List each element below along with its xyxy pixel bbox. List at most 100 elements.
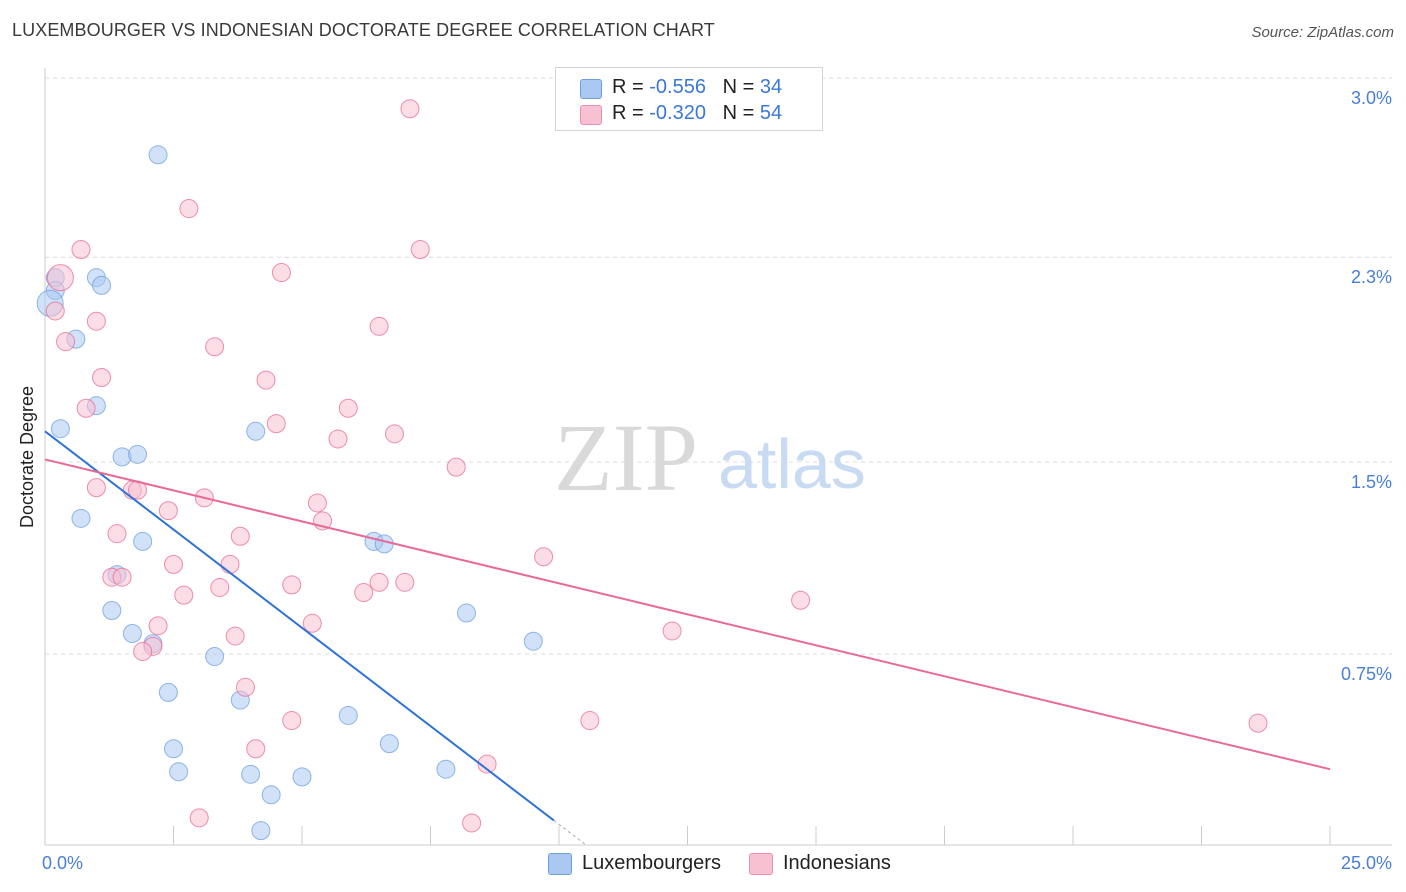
point-indonesians (56, 332, 76, 352)
bottom-legend-label: Indonesians (783, 852, 891, 874)
chart-title: LUXEMBOURGER VS INDONESIAN DOCTORATE DEG… (12, 20, 715, 40)
point-indonesians (174, 585, 194, 605)
point-indonesians (86, 311, 106, 331)
point-indonesians (662, 621, 682, 641)
point-luxembourgers (158, 682, 178, 702)
point-luxembourgers (169, 762, 189, 782)
point-indonesians (410, 240, 430, 260)
point-indonesians (148, 616, 168, 636)
point-indonesians (307, 493, 327, 513)
point-indonesians (86, 478, 106, 498)
point-indonesians (271, 263, 291, 283)
point-luxembourgers (148, 145, 168, 165)
point-indonesians (385, 424, 405, 444)
legend-n-label: N = (722, 76, 760, 98)
point-indonesians (45, 301, 65, 321)
point-luxembourgers (122, 624, 142, 644)
point-indonesians (210, 577, 230, 597)
y-tick-label: 0.75% (1341, 664, 1392, 684)
point-indonesians (179, 199, 199, 219)
gridlines (45, 77, 1392, 655)
y-axis-label: Doctorate Degree (17, 386, 37, 528)
x-tick-label: 0.0% (42, 853, 83, 873)
tick-labels: 0.75% 1.5% 2.3% 3.0% 0.0% 25.0% (42, 88, 1392, 873)
x-tick-label: 25.0% (1341, 853, 1392, 873)
point-indonesians (477, 754, 497, 774)
point-indonesians (76, 398, 96, 418)
axes (44, 68, 1392, 846)
point-luxembourgers (50, 419, 70, 439)
y-tick-label: 1.5% (1351, 472, 1392, 492)
point-indonesians (791, 590, 811, 610)
data-points (36, 99, 1268, 841)
point-luxembourgers (292, 767, 312, 787)
correlation-legend: R = -0.556 N = 34 R = -0.320 N = 54 (555, 67, 823, 131)
point-indonesians (112, 567, 132, 587)
trend-line-luxembourgers (44, 430, 555, 822)
point-indonesians (282, 711, 302, 731)
point-indonesians (189, 808, 209, 828)
point-indonesians (1248, 713, 1268, 733)
point-indonesians (235, 677, 255, 697)
point-indonesians (133, 641, 153, 661)
point-indonesians (400, 99, 420, 119)
watermark-zip: ZIP (554, 404, 698, 511)
point-luxembourgers (246, 421, 266, 441)
point-indonesians (354, 583, 374, 603)
bottom-legend-swatch-luxembourgers (548, 853, 572, 875)
point-indonesians (158, 501, 178, 521)
bottom-legend-label: Luxembourgers (582, 852, 721, 874)
trend-line-indonesians (44, 458, 1331, 771)
point-indonesians (220, 554, 240, 574)
point-luxembourgers (128, 444, 148, 464)
trend-extension-luxembourgers (553, 820, 586, 845)
watermark-atlas: atlas (718, 425, 866, 503)
watermark: ZIP atlas (554, 404, 866, 511)
legend-n-value: 34 (759, 76, 783, 98)
point-indonesians (338, 398, 358, 418)
point-indonesians (256, 370, 276, 390)
legend-r-label: R = (612, 76, 650, 98)
point-indonesians (534, 547, 554, 567)
point-luxembourgers (436, 759, 456, 779)
point-luxembourgers (251, 821, 271, 841)
legend-swatch-indonesians (580, 105, 602, 125)
point-indonesians (580, 711, 600, 731)
point-luxembourgers (71, 508, 91, 528)
point-indonesians (71, 240, 91, 260)
legend-r-value: -0.556 (649, 76, 706, 98)
point-luxembourgers (261, 785, 281, 805)
point-indonesians (164, 554, 183, 574)
legend-n-value: 54 (759, 102, 783, 124)
bottom-legend-swatch-indonesians (749, 853, 773, 875)
trend-lines (44, 430, 1331, 845)
point-luxembourgers (102, 600, 122, 620)
legend-n-label: N = (722, 102, 760, 124)
point-luxembourgers (456, 603, 476, 623)
point-indonesians (369, 316, 389, 336)
point-indonesians (462, 813, 482, 833)
point-indonesians (230, 526, 250, 546)
point-indonesians (246, 739, 266, 759)
legend-r-label: R = (612, 102, 650, 124)
point-indonesians (205, 337, 225, 357)
y-tick-label: 2.3% (1351, 267, 1392, 287)
point-luxembourgers (164, 739, 183, 759)
point-indonesians (92, 368, 112, 388)
point-indonesians (446, 457, 466, 477)
point-luxembourgers (133, 531, 153, 551)
y-tick-label: 3.0% (1351, 88, 1392, 108)
point-indonesians (225, 626, 245, 646)
point-luxembourgers (241, 764, 261, 784)
point-luxembourgers (338, 705, 358, 725)
point-luxembourgers (523, 631, 543, 651)
point-indonesians (369, 572, 389, 592)
point-luxembourgers (374, 534, 394, 554)
point-indonesians (107, 524, 127, 544)
legend-swatch-luxembourgers (580, 79, 602, 99)
point-luxembourgers (92, 275, 112, 295)
point-indonesians (282, 575, 302, 595)
point-indonesians (46, 264, 74, 292)
point-luxembourgers (205, 647, 225, 667)
